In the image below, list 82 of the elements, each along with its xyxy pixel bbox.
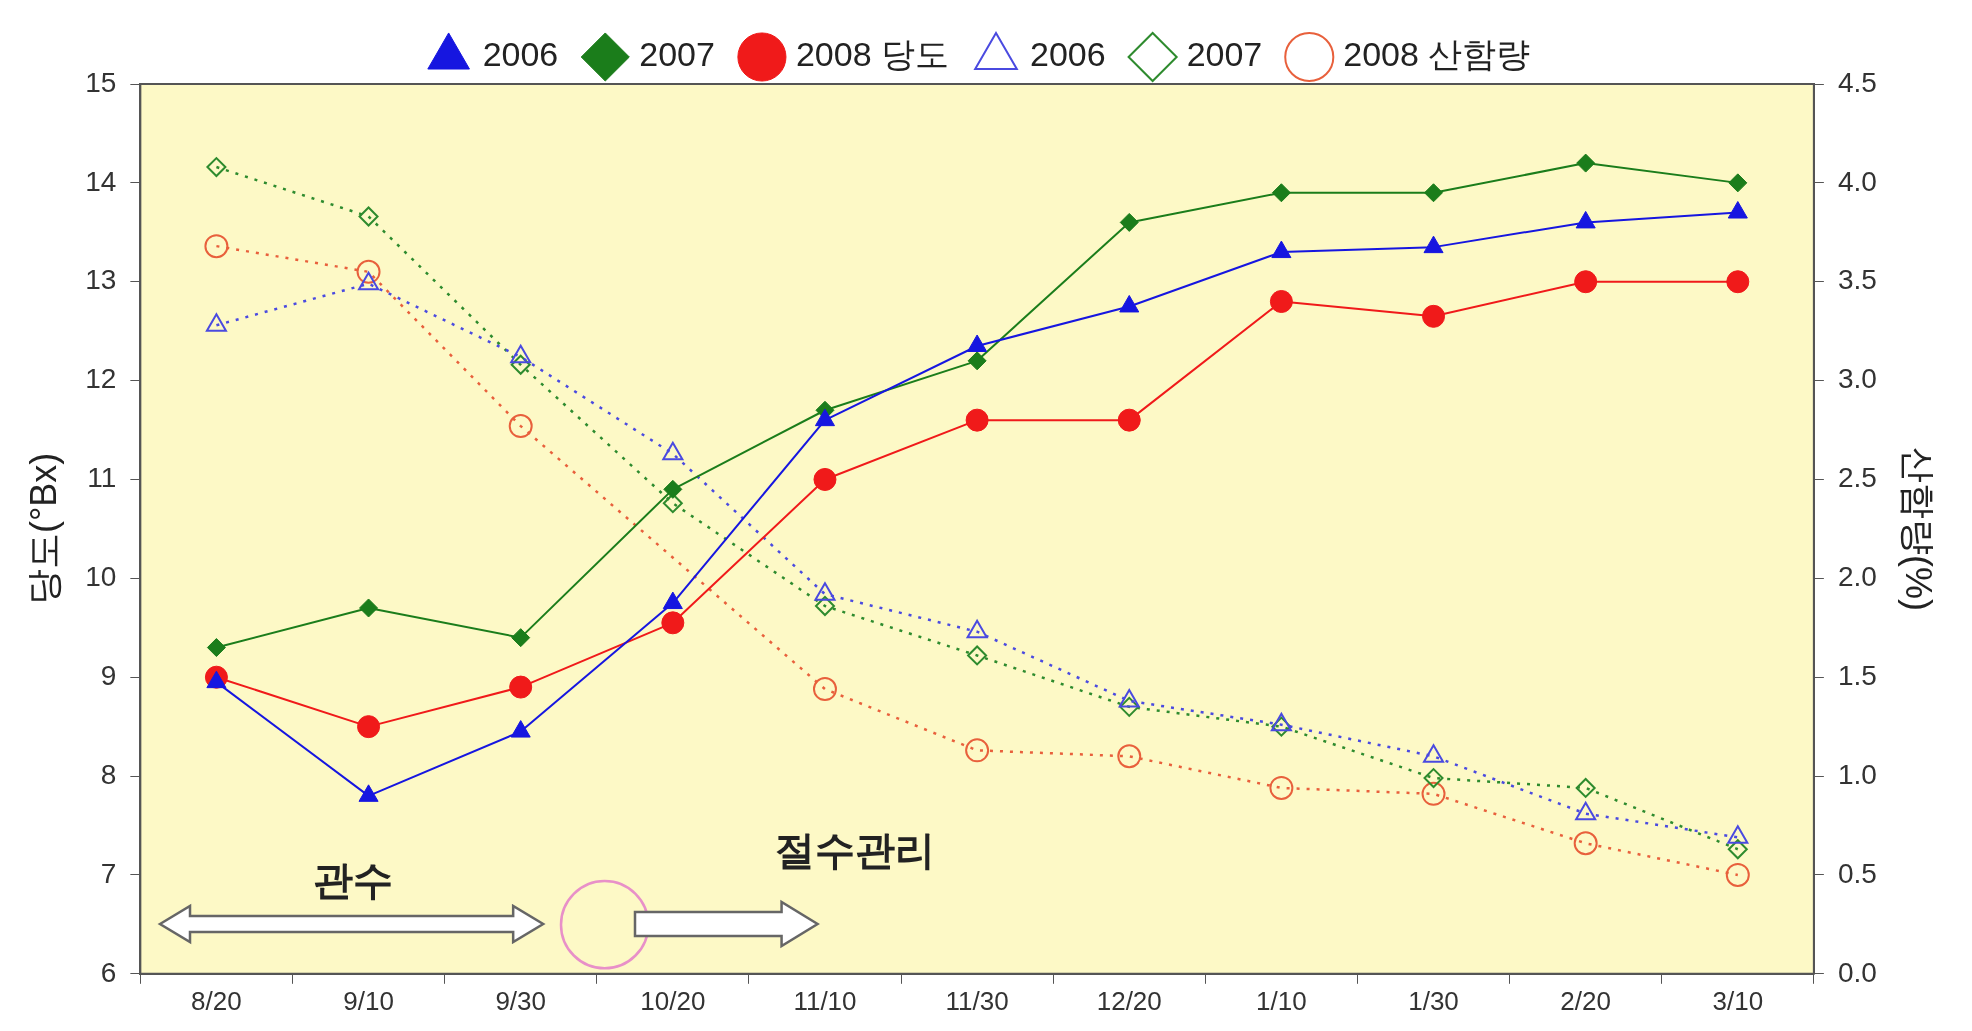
point <box>357 715 381 739</box>
point <box>965 738 990 763</box>
point <box>1119 212 1139 232</box>
x-tick-label: 1/10 <box>1256 985 1307 1016</box>
x-tick-label: 11/10 <box>793 985 857 1016</box>
point <box>662 493 683 514</box>
y-tick-label: 7 <box>100 857 117 889</box>
x-tick-label: 2/20 <box>1560 985 1611 1016</box>
point <box>1575 777 1596 798</box>
point <box>359 598 379 618</box>
legend-label: 2007 <box>1186 35 1263 74</box>
point <box>1728 173 1748 193</box>
point <box>965 408 989 432</box>
point <box>967 351 987 371</box>
y-tick-label: 12 <box>85 363 117 395</box>
point <box>1422 304 1446 328</box>
point <box>1421 781 1446 806</box>
point <box>1725 862 1750 887</box>
point <box>206 157 227 178</box>
point <box>1269 290 1293 314</box>
point <box>1269 775 1294 800</box>
y-tick-label: 10 <box>85 561 117 593</box>
point <box>509 675 533 699</box>
point <box>1573 831 1598 856</box>
point <box>511 628 531 648</box>
point <box>663 479 683 499</box>
legend-label: 2006 <box>1030 35 1106 74</box>
y2-tick-label: 2.5 <box>1837 462 1877 494</box>
x-tick-label: 1/30 <box>1408 985 1459 1016</box>
point <box>1423 768 1444 789</box>
y-axis-title: 당도(°Bx) <box>22 452 64 606</box>
point <box>508 414 533 439</box>
y-tick-label: 15 <box>85 66 117 98</box>
x-tick-label: 9/10 <box>343 985 394 1016</box>
x-tick-label: 11/30 <box>945 985 1009 1016</box>
point <box>356 259 381 284</box>
y2-tick-label: 3.5 <box>1837 264 1877 296</box>
point <box>1574 270 1598 294</box>
y2-tick-label: 4.5 <box>1837 66 1877 98</box>
point <box>1727 839 1748 860</box>
y2-tick-label: 0.5 <box>1837 857 1877 889</box>
point <box>812 677 837 702</box>
y-tick-label: 14 <box>85 165 117 197</box>
y2-tick-label: 4.0 <box>1837 165 1877 197</box>
point <box>204 234 229 259</box>
y-tick-label: 11 <box>87 462 117 494</box>
point <box>1117 408 1141 432</box>
y-tick-label: 6 <box>100 956 117 988</box>
annotation: 절수관리 <box>775 825 936 875</box>
point <box>661 611 685 635</box>
point <box>1424 183 1444 203</box>
point <box>206 638 226 658</box>
point <box>1576 153 1596 173</box>
point <box>967 645 988 666</box>
annotation: 관수 <box>313 855 394 905</box>
y2-tick-label: 3.0 <box>1837 363 1877 395</box>
legend-label: 2007 <box>639 35 715 74</box>
y2-axis-title: 산함량(%) <box>1898 446 1940 611</box>
point <box>813 467 837 491</box>
point <box>510 354 531 375</box>
legend-label: 2008 산함량 <box>1343 35 1531 74</box>
point <box>1271 716 1292 737</box>
x-tick-label: 10/20 <box>640 985 706 1016</box>
point <box>358 206 379 227</box>
y2-tick-label: 0.0 <box>1837 956 1877 988</box>
x-tick-label: 9/30 <box>495 985 546 1016</box>
y2-tick-label: 1.0 <box>1837 758 1877 790</box>
point <box>1117 744 1142 769</box>
x-tick-label: 3/10 <box>1712 985 1764 1016</box>
point <box>1119 696 1140 717</box>
y2-tick-label: 2.0 <box>1837 561 1877 593</box>
legend-label: 2008 당도 <box>795 35 950 74</box>
y-tick-label: 9 <box>100 659 117 691</box>
x-tick-label: 8/20 <box>191 985 242 1016</box>
y2-tick-label: 1.5 <box>1837 659 1877 691</box>
y-tick-label: 8 <box>100 758 117 790</box>
legend-label: 2006 <box>482 35 559 74</box>
x-tick-label: 12/20 <box>1096 985 1162 1016</box>
point <box>1271 183 1291 203</box>
y-tick-label: 13 <box>85 264 117 296</box>
point <box>1726 270 1750 294</box>
point <box>814 596 835 617</box>
